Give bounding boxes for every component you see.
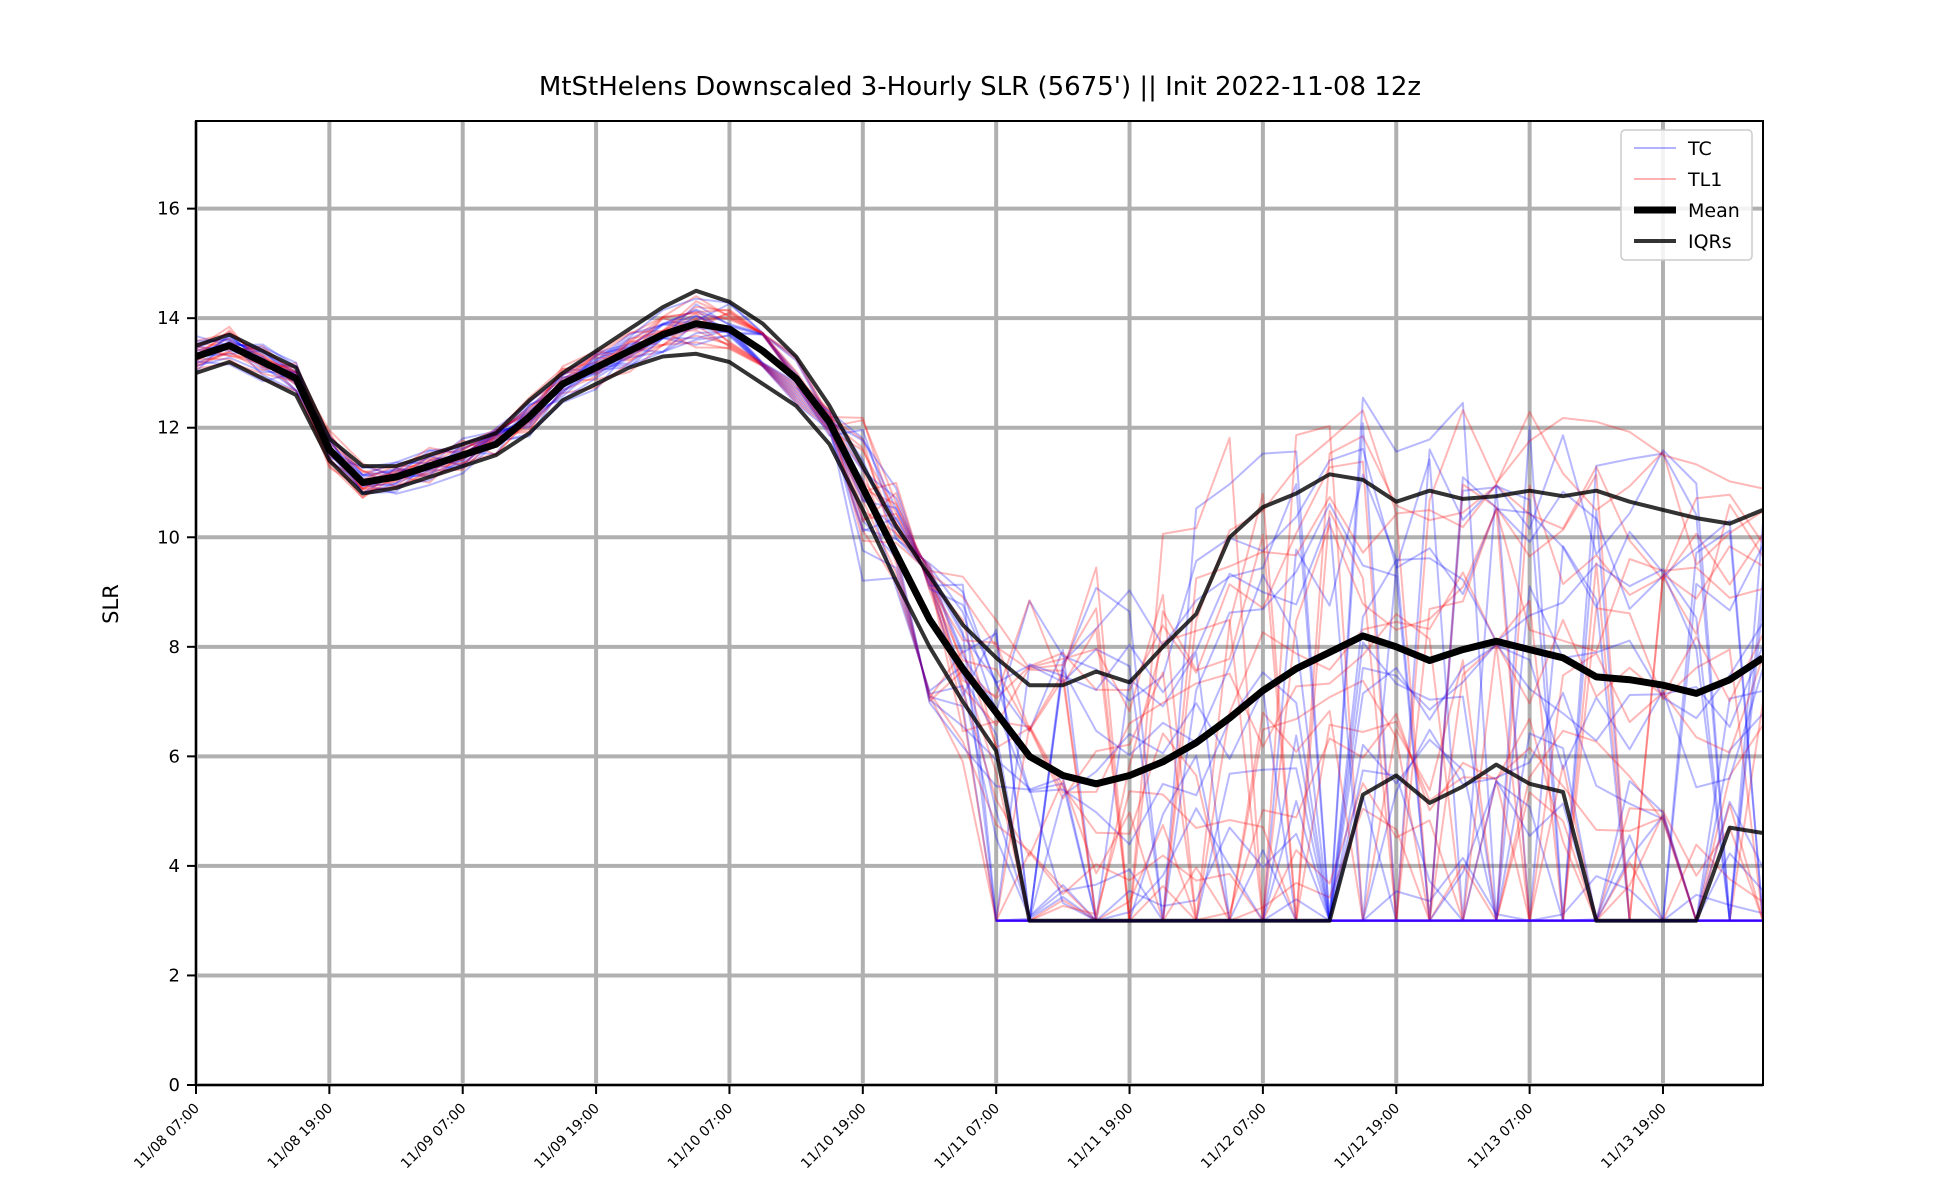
x-tick-label: 11/08 07:00 xyxy=(131,1101,203,1173)
legend-box xyxy=(1620,129,1753,261)
tl1-member-line xyxy=(196,317,1763,922)
y-tick-label: 8 xyxy=(169,637,180,658)
tc-member-line xyxy=(196,321,1763,922)
x-tick-label: 11/10 19:00 xyxy=(798,1101,870,1173)
x-tick-label: 11/13 07:00 xyxy=(1465,1101,1537,1173)
plot-area xyxy=(196,121,1763,1085)
x-tick-label: 11/09 07:00 xyxy=(398,1101,470,1173)
tl1-member-line xyxy=(196,312,1763,922)
y-tick-label: 14 xyxy=(157,308,180,329)
legend-label-mean: Mean xyxy=(1688,200,1740,222)
y-tick-label: 16 xyxy=(157,199,180,220)
y-tick-label: 2 xyxy=(169,965,180,986)
tc-member-line xyxy=(196,320,1763,922)
x-tick-label: 11/13 19:00 xyxy=(1598,1101,1670,1173)
tc-member-line xyxy=(196,328,1763,922)
y-axis-label: SLR xyxy=(99,584,123,624)
x-tick-label: 11/10 07:00 xyxy=(665,1101,737,1173)
y-tick-label: 10 xyxy=(157,527,180,548)
y-tick-label: 0 xyxy=(169,1075,180,1096)
x-tick-label: 11/12 19:00 xyxy=(1332,1101,1404,1173)
iqr-lower-line xyxy=(196,351,1763,923)
x-axis-ticks: 11/08 07:00 11/08 19:00 11/09 07:00 11/09 1… xyxy=(131,1085,1670,1172)
x-tick-label: 11/12 07:00 xyxy=(1198,1101,1270,1173)
y-tick-label: 6 xyxy=(169,746,180,767)
tc-member-line xyxy=(196,315,1763,922)
tc-member-line xyxy=(196,314,1763,922)
y-tick-label: 4 xyxy=(169,856,180,877)
plot-frame xyxy=(195,120,1764,1086)
chart-title: MtStHelens Downscaled 3-Hourly SLR (5675… xyxy=(539,72,1421,102)
mean-line xyxy=(196,320,1763,788)
statistics-lines xyxy=(196,288,1763,923)
tc-member-line xyxy=(196,334,1763,922)
legend-label-tl1: TL1 xyxy=(1687,169,1722,191)
legend: TC TL1 Mean IQRs xyxy=(1620,129,1753,261)
x-tick-label: 11/11 07:00 xyxy=(931,1101,1003,1173)
tc-member-line xyxy=(196,326,1763,922)
y-axis-ticks: 0 2 4 6 8 10 12 14 16 xyxy=(157,199,196,1096)
x-tick-label: 11/08 19:00 xyxy=(265,1101,337,1173)
tl1-member-line xyxy=(196,300,1763,922)
tc-member-line xyxy=(196,323,1763,922)
x-tick-label: 11/11 19:00 xyxy=(1065,1101,1137,1173)
legend-label-iqrs: IQRs xyxy=(1688,231,1732,253)
x-tick-label: 11/09 19:00 xyxy=(531,1101,603,1173)
y-tick-label: 12 xyxy=(157,418,180,439)
iqr-upper-line xyxy=(196,288,1763,688)
legend-label-tc: TC xyxy=(1687,138,1712,160)
tl1-member-line xyxy=(196,305,1763,922)
